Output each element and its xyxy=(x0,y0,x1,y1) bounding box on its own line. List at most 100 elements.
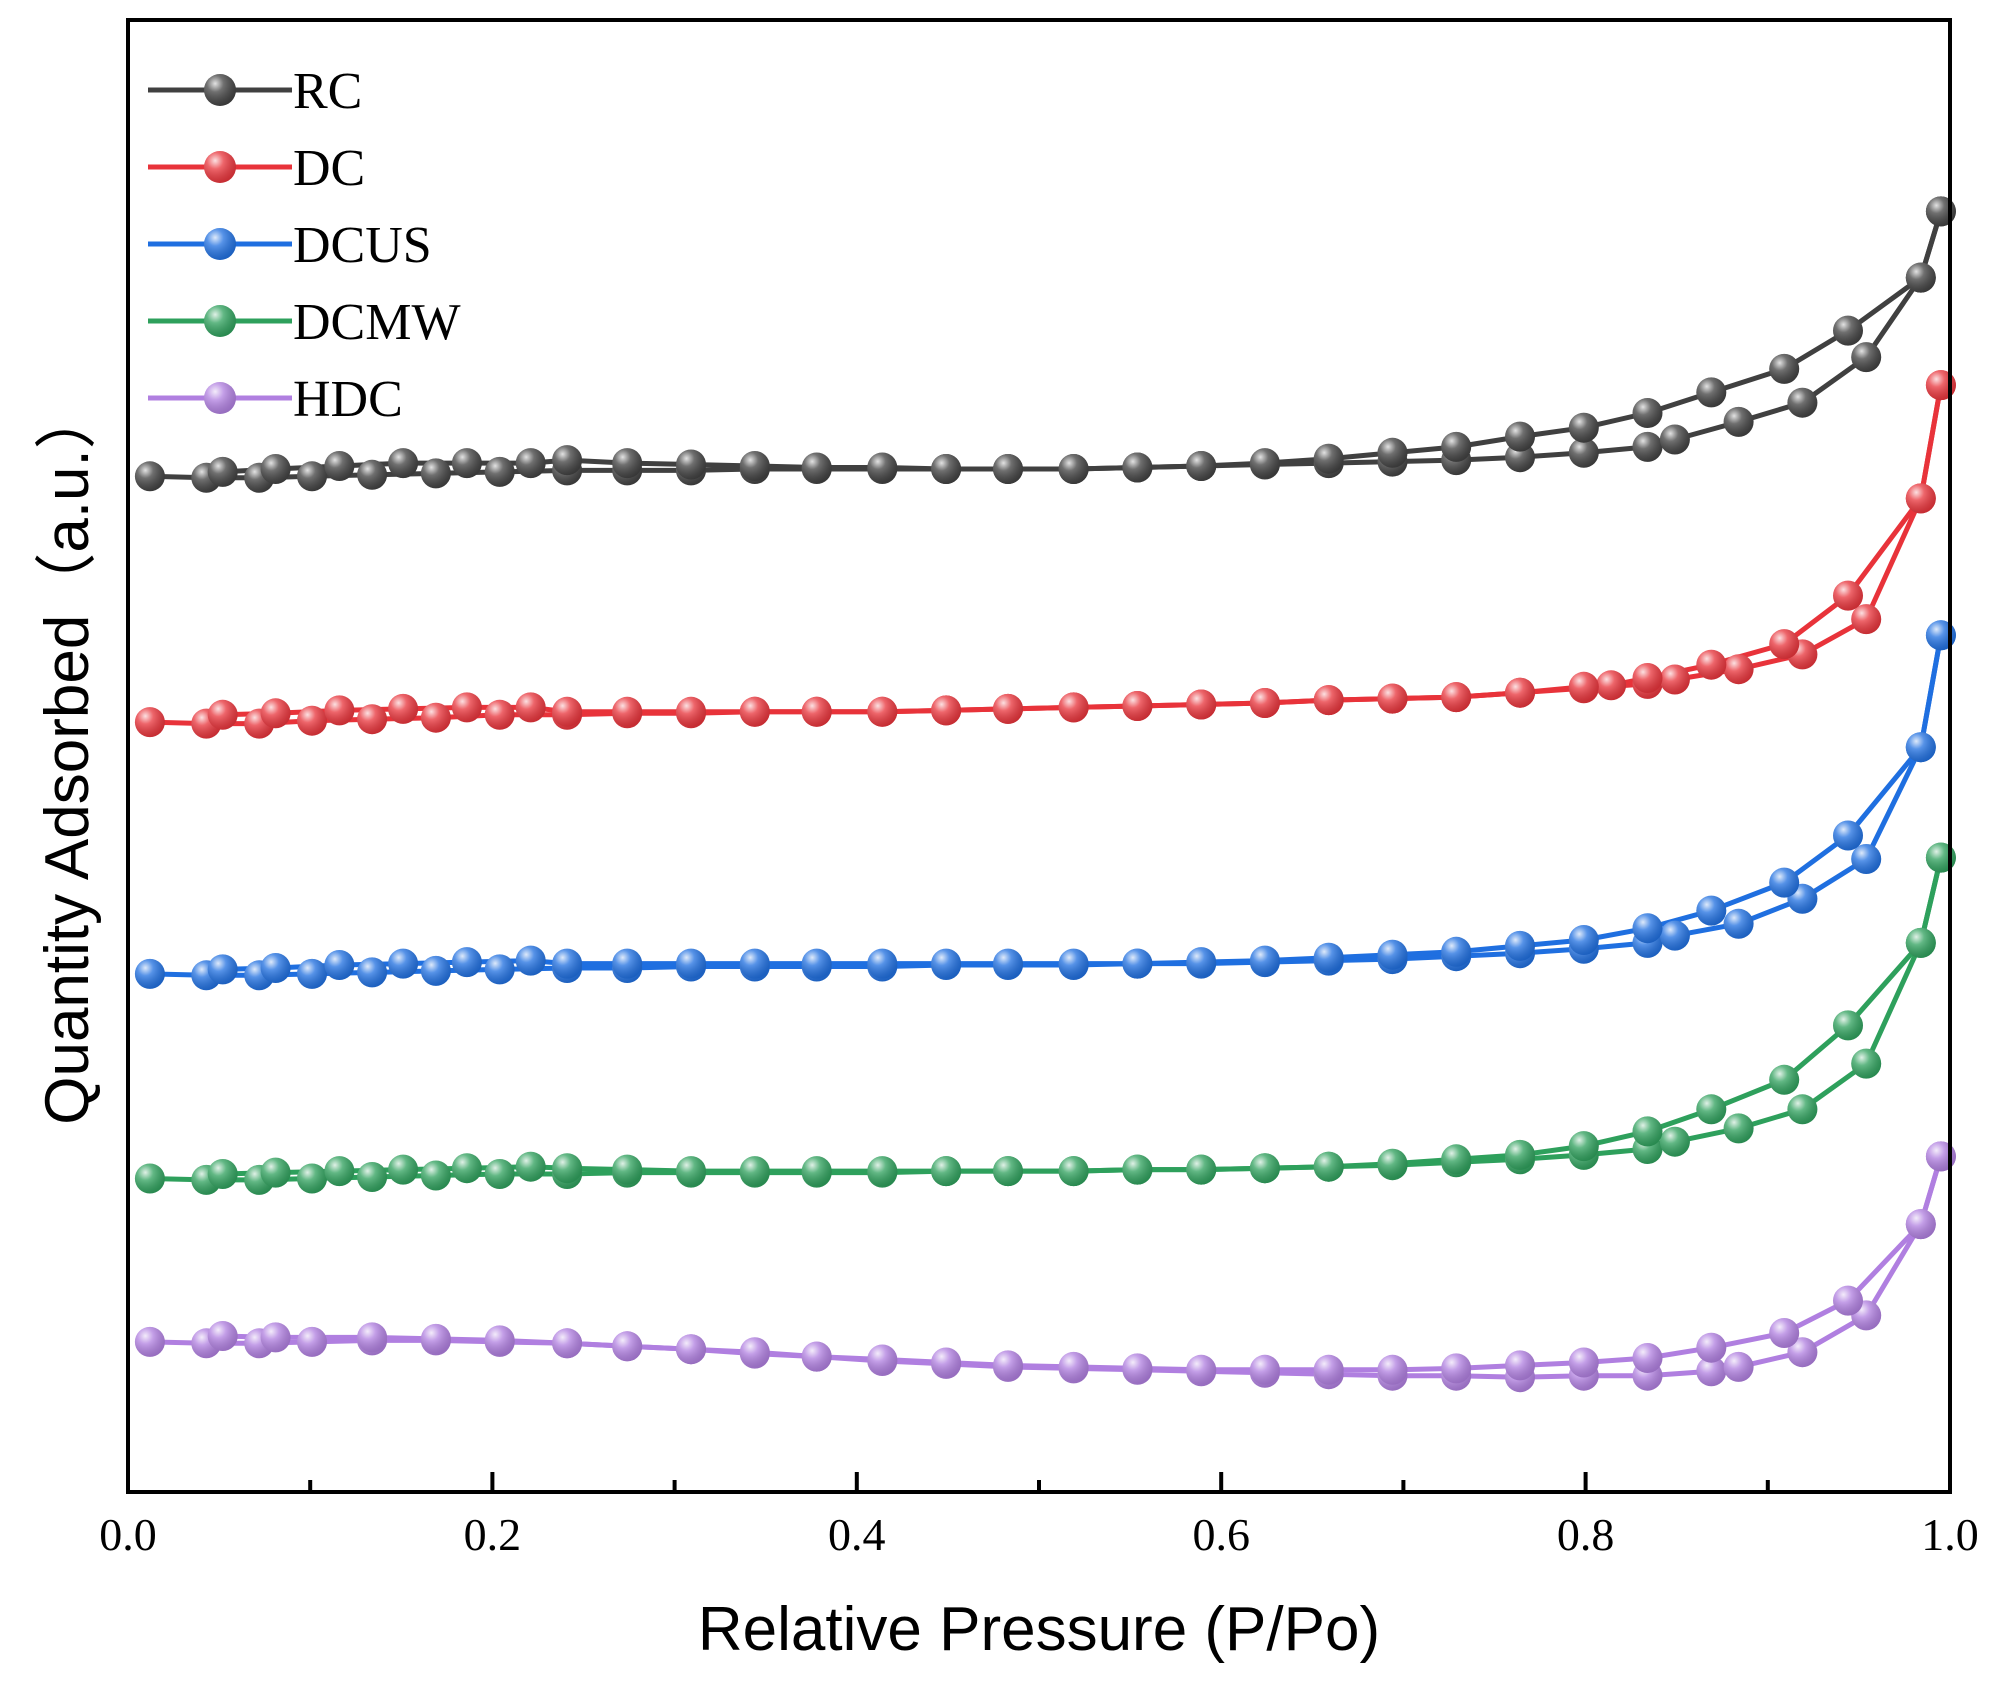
data-point-highlight xyxy=(260,1322,291,1353)
data-point-highlight xyxy=(324,950,355,980)
data-point-highlight xyxy=(1787,1337,1818,1368)
legend-item-rc: RC xyxy=(148,63,362,120)
data-point-highlight xyxy=(260,1157,291,1188)
legend-marker-highlight xyxy=(204,151,236,183)
data-point-highlight xyxy=(931,1347,962,1378)
data-point-highlight xyxy=(1659,1126,1690,1157)
data-point-highlight xyxy=(297,958,327,989)
data-point-highlight xyxy=(134,1163,165,1194)
data-point-highlight xyxy=(134,958,165,989)
data-point-highlight xyxy=(515,945,546,976)
data-point-highlight xyxy=(1186,689,1217,720)
data-point-highlight xyxy=(1058,1351,1089,1382)
data-point-highlight xyxy=(1905,1209,1936,1240)
data-point-highlight xyxy=(388,693,419,724)
data-point-highlight xyxy=(1377,437,1408,468)
data-point-highlight xyxy=(739,1156,770,1187)
data-point-highlight xyxy=(1632,1116,1663,1147)
series-dc xyxy=(134,370,1956,739)
data-point-highlight xyxy=(484,954,515,985)
data-point-highlight xyxy=(552,1328,583,1359)
data-point-highlight xyxy=(1505,1350,1535,1381)
data-point-highlight xyxy=(260,698,291,729)
data-point-highlight xyxy=(357,704,388,735)
data-point-highlight xyxy=(1441,1144,1472,1175)
data-point-highlight xyxy=(451,692,482,723)
data-point-highlight xyxy=(612,1154,643,1185)
data-point-highlight xyxy=(357,459,388,490)
data-point-highlight xyxy=(739,1337,770,1368)
data-point-highlight xyxy=(1632,398,1663,428)
data-point-highlight xyxy=(1186,1354,1217,1385)
legend-label: DC xyxy=(293,140,365,197)
data-point-highlight xyxy=(552,948,583,979)
series-rc xyxy=(134,196,1956,493)
data-point-highlight xyxy=(1769,353,1800,384)
data-point-highlight xyxy=(1058,692,1089,723)
data-point-highlight xyxy=(1833,315,1863,346)
data-point-highlight xyxy=(297,461,327,492)
data-point-highlight xyxy=(1441,431,1472,462)
data-point-highlight xyxy=(1441,1353,1472,1384)
data-point-highlight xyxy=(1249,1354,1280,1385)
data-point-highlight xyxy=(1441,682,1472,713)
data-point-highlight xyxy=(867,1344,898,1375)
data-point-highlight xyxy=(612,448,643,479)
data-point-highlight xyxy=(1905,483,1936,514)
data-point-highlight xyxy=(1905,732,1936,763)
data-point-highlight xyxy=(1787,1094,1818,1125)
data-point-highlight xyxy=(1723,406,1754,437)
data-point-highlight xyxy=(612,696,643,727)
data-point-highlight xyxy=(1659,920,1690,951)
x-tick-label: 0.0 xyxy=(99,1509,157,1560)
data-point-highlight xyxy=(1505,677,1535,708)
data-point-highlight xyxy=(1186,451,1217,481)
data-point-highlight xyxy=(1505,421,1535,452)
data-point-highlight xyxy=(1769,1318,1800,1348)
data-point-highlight xyxy=(357,957,388,988)
data-point-highlight xyxy=(388,448,419,479)
data-point-highlight xyxy=(484,1159,515,1189)
series-line-hdc-adsorption xyxy=(149,1155,1944,1380)
data-point-highlight xyxy=(1058,454,1089,484)
legend-item-dcmw: DCMW xyxy=(148,294,461,351)
data-point-highlight xyxy=(1833,580,1863,611)
data-point-highlight xyxy=(1723,1351,1754,1382)
data-point-highlight xyxy=(676,1156,706,1187)
data-point-highlight xyxy=(134,461,165,492)
data-point-highlight xyxy=(1313,1354,1344,1385)
y-axis-title: Quantity Adsorbed（a.u.） xyxy=(33,387,102,1125)
data-point-highlight xyxy=(1851,342,1882,373)
data-point-highlight xyxy=(676,948,706,979)
data-point-highlight xyxy=(420,702,451,733)
x-tick-label: 0.8 xyxy=(1557,1509,1615,1560)
data-point-highlight xyxy=(867,1156,898,1187)
data-point-highlight xyxy=(1568,671,1599,702)
data-point-highlight xyxy=(1696,377,1727,408)
data-point-highlight xyxy=(1505,1139,1535,1170)
data-point-highlight xyxy=(1377,1354,1408,1385)
data-point-highlight xyxy=(515,1151,546,1182)
legend-label: DCMW xyxy=(293,294,461,351)
data-point-highlight xyxy=(451,448,482,479)
data-point-highlight xyxy=(1313,1151,1344,1182)
data-point-highlight xyxy=(1377,1148,1408,1179)
data-point-highlight xyxy=(552,445,583,476)
data-point-highlight xyxy=(1441,936,1472,967)
data-point-highlight xyxy=(297,705,327,736)
data-point-highlight xyxy=(1905,262,1936,293)
data-point-highlight xyxy=(484,456,515,487)
data-point-highlight xyxy=(1632,663,1663,693)
data-point-highlight xyxy=(420,458,451,489)
data-point-highlight xyxy=(134,707,165,738)
data-point-highlight xyxy=(207,1159,238,1189)
data-point-highlight xyxy=(1769,1064,1800,1095)
data-point-highlight xyxy=(1122,948,1153,979)
data-point-highlight xyxy=(207,954,238,985)
data-point-highlight xyxy=(552,1153,583,1184)
data-point-highlight xyxy=(1723,654,1754,685)
data-point-highlight xyxy=(1632,431,1663,462)
data-point-highlight xyxy=(420,1323,451,1354)
data-point-highlight xyxy=(931,454,962,484)
